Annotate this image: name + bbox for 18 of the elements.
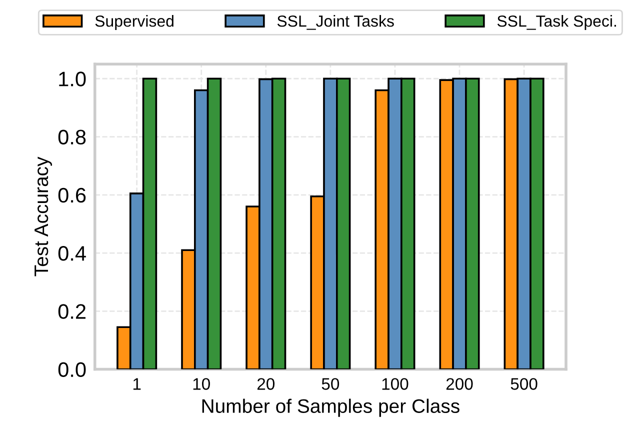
y-tick-label: 0.6 (58, 188, 86, 203)
y-axis-title: Test Accuracy (34, 156, 52, 276)
x-tick-label: 50 (322, 378, 340, 390)
y-tick-label: 0.8 (58, 130, 86, 145)
x-tick-label: 500 (510, 378, 538, 390)
x-axis-title: Number of Samples per Class (202, 398, 460, 417)
y-tick-label: 0.4 (58, 246, 86, 261)
legend-label: SSL_Task Speci. (497, 15, 616, 30)
legend-label: Supervised (95, 15, 174, 30)
y-tick-label: 0.0 (58, 362, 86, 378)
x-tick-label: 20 (257, 378, 275, 390)
x-tick-label: 200 (446, 378, 473, 390)
y-tick-label: 0.2 (58, 304, 86, 319)
x-tick-label: 100 (382, 378, 408, 390)
y-tick-label: 1.0 (59, 72, 86, 86)
x-tick-label: 10 (193, 378, 210, 390)
legend-label: SSL_Joint Tasks (277, 15, 394, 30)
x-tick-label: 1 (133, 378, 141, 390)
